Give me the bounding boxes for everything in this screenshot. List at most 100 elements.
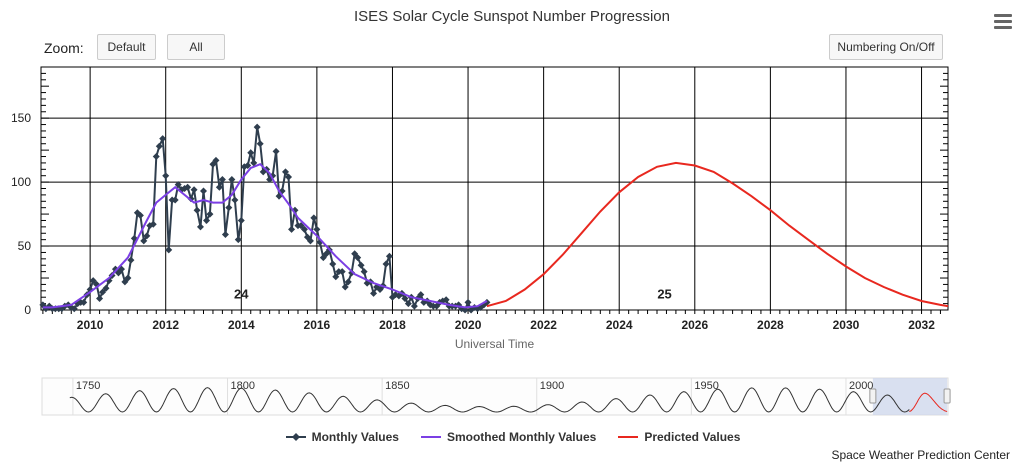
monthly-value-point <box>344 278 352 286</box>
monthly-value-point <box>155 142 163 150</box>
monthly-value-point <box>360 268 368 276</box>
monthly-value-point <box>410 302 418 310</box>
monthly-value-point <box>357 261 365 269</box>
monthly-value-point <box>483 298 491 306</box>
series-layer <box>39 123 949 314</box>
monthly-value-point <box>382 260 390 268</box>
legend-predicted-marker <box>618 436 639 438</box>
monthly-value-point <box>338 268 346 276</box>
monthly-value-point <box>231 196 239 204</box>
monthly-value-point <box>140 237 148 245</box>
monthly-value-point <box>354 254 362 262</box>
monthly-value-point <box>165 246 173 254</box>
numbering-toggle-button[interactable]: Numbering On/Off <box>829 34 943 60</box>
monthly-value-point <box>319 254 327 262</box>
y-tick-label: 0 <box>24 303 31 317</box>
x-tick-label: 2022 <box>530 318 557 332</box>
monthly-value-point <box>297 222 305 230</box>
legend-smoothed-marker <box>420 436 441 438</box>
monthly-value-point <box>417 291 425 299</box>
legend-label-predicted: Predicted Values <box>644 430 741 444</box>
monthly-value-point <box>190 186 198 194</box>
monthly-value-point <box>96 294 104 302</box>
monthly-value-point <box>80 298 88 306</box>
navigator-right-handle[interactable] <box>943 388 951 404</box>
monthly-value-point <box>200 187 208 195</box>
legend-item-smoothed[interactable]: Smoothed Monthly Values <box>419 430 596 444</box>
navigator-history-line <box>69 387 910 413</box>
navigator-tick-label: 1750 <box>76 380 100 392</box>
monthly-value-point <box>174 181 182 189</box>
monthly-value-point <box>225 204 233 212</box>
monthly-value-point <box>218 176 226 184</box>
monthly-value-point <box>244 161 252 169</box>
cycle-label: 25 <box>657 287 671 302</box>
chart-title: ISES Solar Cycle Sunspot Number Progress… <box>354 8 670 25</box>
monthly-value-point <box>300 225 308 233</box>
monthly-value-point <box>121 278 129 286</box>
monthly-value-point <box>461 306 469 314</box>
x-tick-label: 2012 <box>152 318 179 332</box>
monthly-value-point <box>159 135 167 143</box>
monthly-value-point <box>127 256 135 264</box>
legend-monthly-marker <box>285 433 306 441</box>
monthly-value-point <box>152 153 160 161</box>
monthly-value-point <box>442 296 450 304</box>
x-tick-label: 2032 <box>908 318 935 332</box>
monthly-value-point <box>401 294 409 302</box>
x-tick-label: 2024 <box>606 318 633 332</box>
legend-label-smoothed: Smoothed Monthly Values <box>446 430 597 444</box>
monthly-value-point <box>282 168 290 176</box>
zoom-all-button[interactable]: All <box>167 34 225 60</box>
credit-text: Space Weather Prediction Center <box>831 448 1010 462</box>
navigator-left-handle[interactable] <box>869 388 877 404</box>
labels-layer: Universal Time 24 25 <box>234 287 672 351</box>
x-tick-label: 2028 <box>757 318 784 332</box>
monthly-value-point <box>215 183 223 191</box>
navigator-tick-label: 2000 <box>849 380 873 392</box>
navigator-tick-label: 1850 <box>385 380 409 392</box>
monthly-value-point <box>247 149 255 157</box>
monthly-value-point <box>149 220 157 228</box>
legend-item-monthly[interactable]: Monthly Values <box>284 430 399 444</box>
axes: 2010 2012 2014 2016 2018 2020 2022 2024 2026 2028… <box>11 66 949 332</box>
y-tick-label: 50 <box>18 239 32 253</box>
hamburger-menu-icon[interactable] <box>994 14 1012 30</box>
monthly-value-point <box>310 214 318 222</box>
monthly-value-point <box>332 273 340 281</box>
monthly-value-point <box>256 140 264 148</box>
monthly-value-point <box>341 283 349 291</box>
monthly-value-point <box>285 173 293 181</box>
monthly-value-point <box>89 277 97 285</box>
navigator-predicted-line <box>909 392 948 412</box>
x-tick-label: 2030 <box>833 318 860 332</box>
monthly-value-point <box>99 288 107 296</box>
monthly-value-point <box>348 269 356 277</box>
x-tick-label: 2026 <box>681 318 708 332</box>
monthly-value-point <box>250 159 258 167</box>
x-tick-label: 2020 <box>455 318 482 332</box>
navigator-frame <box>41 377 949 416</box>
monthly-value-point <box>193 206 201 214</box>
monthly-value-point <box>206 210 214 218</box>
monthly-value-point <box>184 183 192 191</box>
monthly-value-point <box>272 147 280 155</box>
monthly-value-point <box>102 284 110 292</box>
monthly-value-point <box>253 123 261 131</box>
monthly-value-point <box>143 232 151 240</box>
monthly-value-point <box>162 172 170 180</box>
navigator-selection <box>872 378 948 415</box>
monthly-value-point <box>313 225 321 233</box>
legend-item-predicted[interactable]: Predicted Values <box>616 430 740 444</box>
y-tick-label: 100 <box>11 175 31 189</box>
legend: Monthly Values Smoothed Monthly Values P… <box>0 430 1024 444</box>
monthly-value-point <box>203 216 211 224</box>
zoom-default-button[interactable]: Default <box>97 34 156 60</box>
monthly-value-point <box>404 300 412 308</box>
monthly-value-point <box>288 225 296 233</box>
monthly-value-point <box>237 216 245 224</box>
monthly-value-point <box>370 289 378 297</box>
monthly-value-point <box>171 196 179 204</box>
navigator-tick-label: 1800 <box>231 380 255 392</box>
